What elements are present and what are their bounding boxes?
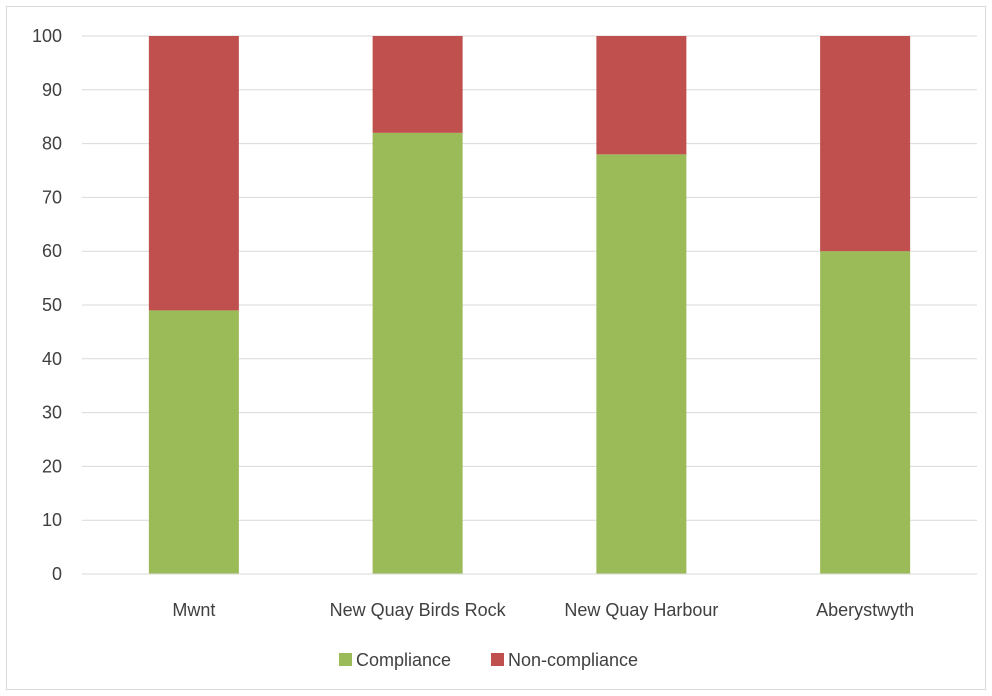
x-tick-label: New Quay Harbour: [564, 600, 718, 620]
x-tick-label: Aberystwyth: [816, 600, 914, 620]
bars: [148, 36, 911, 575]
x-tick-label: New Quay Birds Rock: [330, 600, 507, 620]
y-tick-label: 70: [42, 187, 62, 207]
y-tick-label: 40: [42, 349, 62, 369]
y-axis-tick-labels: 0 10 20 30 40 50 60 70 80 90 100: [32, 26, 62, 584]
y-tick-label: 90: [42, 80, 62, 100]
legend-swatch-non-compliance: [491, 653, 504, 666]
y-tick-label: 80: [42, 134, 62, 154]
bar-non-compliance-new-quay-harbour: [596, 36, 687, 155]
legend-label-compliance: Compliance: [356, 650, 451, 670]
y-tick-label: 0: [52, 564, 62, 584]
x-axis-tick-labels: Mwnt New Quay Birds Rock New Quay Harbour A…: [172, 600, 914, 620]
y-tick-label: 60: [42, 241, 62, 261]
bar-compliance-new-quay-harbour: [596, 154, 687, 575]
bar-compliance-new-quay-birds-rock: [372, 132, 463, 574]
y-tick-label: 100: [32, 26, 62, 46]
bar-compliance-mwnt: [148, 310, 239, 574]
bar-non-compliance-mwnt: [148, 36, 239, 311]
y-tick-label: 20: [42, 456, 62, 476]
bar-compliance-aberystwyth: [820, 251, 911, 574]
legend-swatch-compliance: [339, 653, 352, 666]
bar-non-compliance-new-quay-birds-rock: [372, 36, 463, 133]
x-tick-label: Mwnt: [172, 600, 215, 620]
y-tick-label: 10: [42, 510, 62, 530]
legend-label-non-compliance: Non-compliance: [508, 650, 638, 670]
y-tick-label: 30: [42, 403, 62, 423]
legend: Compliance Non-compliance: [339, 650, 638, 670]
y-tick-label: 50: [42, 295, 62, 315]
bar-non-compliance-aberystwyth: [820, 36, 911, 252]
